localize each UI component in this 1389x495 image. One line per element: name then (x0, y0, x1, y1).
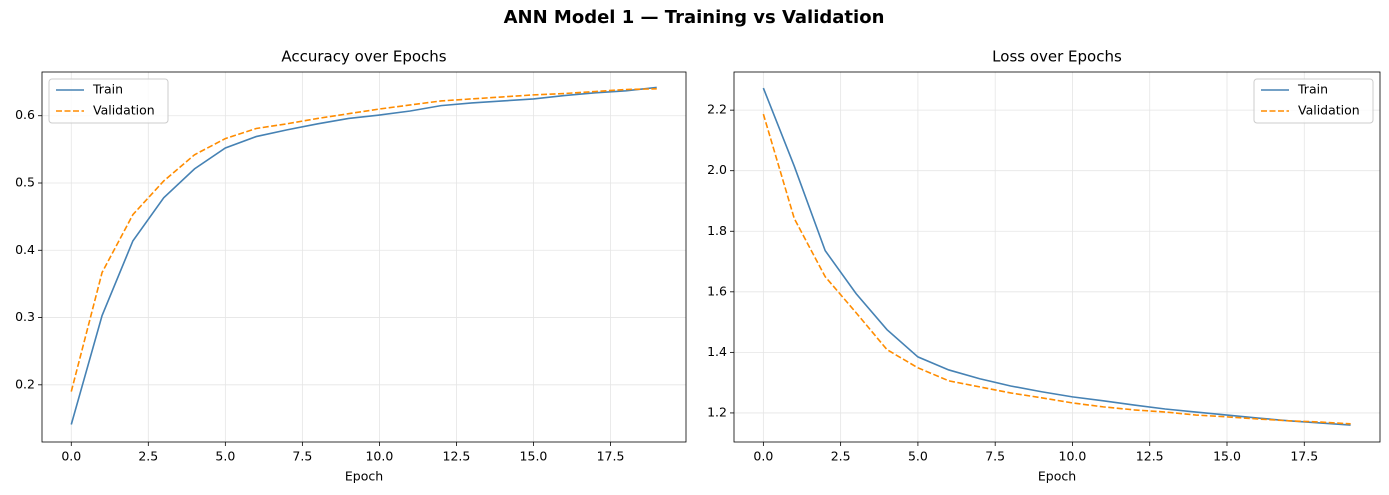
x-tick-label: 17.5 (597, 449, 625, 464)
x-tick-label: 2.5 (138, 449, 158, 464)
plot-frame (41, 71, 687, 443)
y-tick-label: 1.2 (707, 404, 727, 419)
legend-label: Validation (93, 103, 155, 118)
y-tick-label: 0.2 (15, 376, 35, 391)
y-tick-label: 0.4 (15, 242, 35, 257)
y-tick-label: 2.2 (707, 102, 727, 117)
line (762, 113, 1351, 425)
y-tick-label: 1.8 (707, 223, 727, 238)
x-axis-label: Epoch (345, 469, 383, 484)
y-tick-label: 1.6 (707, 283, 727, 298)
y-tick-label: 0.6 (15, 107, 35, 122)
y-tick-label: 0.5 (15, 175, 35, 190)
x-tick-label: 2.5 (831, 449, 851, 464)
legend: Train Validation (1253, 78, 1374, 124)
legend: Train Validation (48, 78, 169, 124)
line (762, 87, 1351, 426)
x-tick-label: 12.5 (1136, 449, 1164, 464)
x-tick-label: 7.5 (292, 449, 312, 464)
x-tick-label: 12.5 (443, 449, 471, 464)
x-tick-label: 0.0 (753, 449, 773, 464)
legend-label: Train (1297, 82, 1328, 97)
figure-title: ANN Model 1 — Training vs Validation (504, 7, 885, 28)
x-tick-label: 0.0 (61, 449, 81, 464)
legend-label: Validation (1298, 103, 1360, 118)
chart-title: Loss over Epochs (992, 48, 1122, 66)
x-tick-label: 5.0 (908, 449, 928, 464)
chart-title: Accuracy over Epochs (281, 48, 446, 66)
x-tick-label: 17.5 (1290, 449, 1318, 464)
line (70, 86, 657, 425)
plot-frame (733, 71, 1381, 443)
line (70, 88, 657, 392)
x-axis-label: Epoch (1038, 469, 1076, 484)
y-tick-label: 2.0 (707, 162, 727, 177)
x-tick-label: 10.0 (365, 449, 393, 464)
y-tick-label: 1.4 (707, 344, 727, 359)
x-tick-label: 10.0 (1059, 449, 1087, 464)
x-tick-label: 15.0 (520, 449, 548, 464)
x-tick-label: 7.5 (985, 449, 1005, 464)
x-tick-label: 15.0 (1213, 449, 1241, 464)
legend-label: Train (92, 82, 123, 97)
x-tick-label: 5.0 (215, 449, 235, 464)
y-tick-label: 0.3 (15, 309, 35, 324)
